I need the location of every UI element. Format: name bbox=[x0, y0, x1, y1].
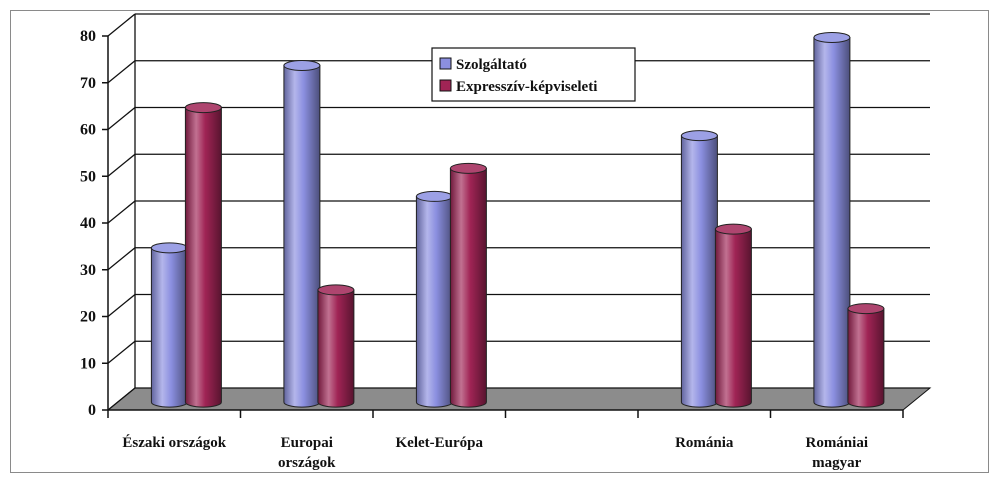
bar-body bbox=[317, 289, 355, 408]
bar-top bbox=[680, 130, 718, 142]
bar-top bbox=[847, 303, 885, 315]
y-tick-label: 30 bbox=[80, 262, 96, 279]
bar-expressziv bbox=[449, 162, 487, 408]
x-category-label: országok bbox=[278, 455, 336, 471]
bar-top bbox=[184, 102, 222, 114]
bar-top bbox=[714, 223, 752, 235]
bar-expressziv bbox=[847, 303, 885, 408]
bar-body bbox=[813, 36, 851, 408]
x-category-label: Románia bbox=[675, 435, 734, 451]
bar-body bbox=[714, 228, 752, 408]
chart-frame bbox=[10, 10, 989, 473]
y-tick-label: 80 bbox=[80, 28, 96, 45]
legend: Szolgáltató Expresszív-képviseleti bbox=[431, 47, 636, 102]
bar-body bbox=[415, 195, 453, 408]
legend-label: Expresszív-képviseleti bbox=[456, 79, 597, 95]
bar-top bbox=[813, 31, 851, 43]
bar-expressziv bbox=[184, 102, 222, 408]
x-category-label: Europai bbox=[281, 435, 333, 451]
x-category-label: Északi országok bbox=[122, 434, 226, 451]
y-tick-label: 10 bbox=[80, 355, 96, 372]
y-tick-label: 70 bbox=[80, 75, 96, 92]
side-wall-line bbox=[107, 153, 136, 177]
bar-top bbox=[317, 284, 355, 296]
legend-swatch bbox=[439, 79, 452, 92]
y-tick-label: 50 bbox=[80, 168, 96, 185]
x-category-label: Romániai bbox=[805, 435, 868, 451]
legend-label: Szolgáltató bbox=[456, 57, 527, 73]
bar-top bbox=[415, 190, 453, 202]
bar-top bbox=[449, 162, 487, 174]
side-wall-line bbox=[107, 340, 136, 364]
side-wall-line bbox=[107, 60, 136, 84]
side-wall-line bbox=[107, 293, 136, 318]
chart-floor bbox=[106, 387, 932, 411]
bar-szolgaltato bbox=[150, 242, 188, 408]
bar-expressziv bbox=[714, 223, 752, 408]
legend-box bbox=[431, 47, 636, 102]
bar-szolgaltato bbox=[415, 190, 453, 408]
side-wall-line bbox=[107, 200, 136, 224]
y-tick-label: 0 bbox=[88, 402, 96, 419]
bar-szolgaltato bbox=[680, 130, 718, 408]
side-wall-line bbox=[107, 247, 136, 271]
side-wall-line bbox=[107, 387, 136, 411]
bar-expressziv bbox=[317, 284, 355, 408]
side-wall-line bbox=[107, 106, 136, 131]
x-category-label: magyar bbox=[812, 455, 861, 471]
y-tick-label: 40 bbox=[80, 215, 96, 232]
bar-top bbox=[150, 242, 188, 254]
bar-szolgaltato bbox=[283, 60, 321, 408]
side-wall-line bbox=[107, 13, 136, 37]
bar-body bbox=[184, 107, 222, 408]
bar-body bbox=[283, 65, 321, 408]
y-tick-label: 60 bbox=[80, 122, 96, 139]
bar-szolgaltato bbox=[813, 31, 851, 408]
bar-body bbox=[847, 308, 885, 408]
y-tick-label: 20 bbox=[80, 309, 96, 326]
bar-body bbox=[150, 247, 188, 408]
x-category-label: Kelet-Európa bbox=[396, 435, 484, 451]
bar-body bbox=[449, 167, 487, 408]
bar-top bbox=[283, 60, 321, 71]
legend-swatch bbox=[439, 57, 452, 70]
bar-body bbox=[680, 135, 718, 408]
